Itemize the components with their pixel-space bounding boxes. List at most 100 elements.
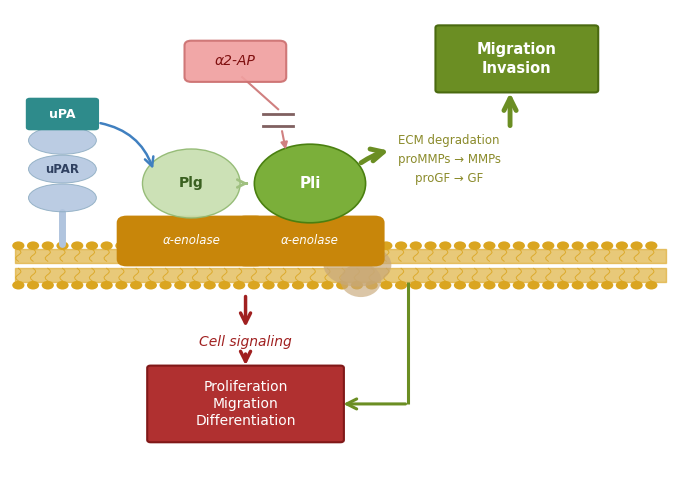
Circle shape [101,241,113,250]
Circle shape [204,281,216,290]
Circle shape [27,281,39,290]
Circle shape [439,281,452,290]
Text: Differentiation: Differentiation [195,414,296,428]
Circle shape [542,241,554,250]
Circle shape [513,281,525,290]
Circle shape [189,281,201,290]
Circle shape [277,281,289,290]
Text: Invasion: Invasion [482,61,552,76]
Circle shape [454,281,466,290]
Circle shape [42,281,54,290]
Circle shape [645,281,657,290]
Circle shape [219,241,231,250]
Circle shape [115,241,127,250]
Circle shape [321,241,334,250]
Text: proGF → GF: proGF → GF [415,172,483,185]
Circle shape [395,281,407,290]
Text: Migration: Migration [212,397,279,411]
Circle shape [233,241,245,250]
Circle shape [631,281,643,290]
Circle shape [469,241,481,250]
Circle shape [395,241,407,250]
Circle shape [248,281,260,290]
Circle shape [277,241,289,250]
Circle shape [616,281,628,290]
Circle shape [86,241,98,250]
Circle shape [586,281,599,290]
Text: α-enolase: α-enolase [281,235,339,247]
Ellipse shape [340,264,381,297]
Circle shape [336,281,348,290]
Text: Proliferation: Proliferation [204,380,288,394]
Ellipse shape [29,184,96,212]
Circle shape [351,241,363,250]
Circle shape [484,241,496,250]
Circle shape [101,281,113,290]
Circle shape [86,281,98,290]
FancyBboxPatch shape [116,215,266,267]
Circle shape [292,241,304,250]
Text: uPAR: uPAR [46,162,80,175]
Ellipse shape [29,126,96,154]
Circle shape [631,241,643,250]
Circle shape [616,241,628,250]
Circle shape [145,281,157,290]
Circle shape [439,241,452,250]
Circle shape [366,241,378,250]
FancyBboxPatch shape [26,98,99,130]
Circle shape [262,281,274,290]
FancyBboxPatch shape [147,366,344,442]
Circle shape [159,241,172,250]
Circle shape [528,281,539,290]
Circle shape [380,241,392,250]
Circle shape [204,241,216,250]
Circle shape [410,281,422,290]
Circle shape [248,241,260,250]
Text: Cell signaling: Cell signaling [199,335,292,348]
Circle shape [27,241,39,250]
Circle shape [189,241,201,250]
Ellipse shape [29,155,96,183]
Text: Pli: Pli [299,176,321,191]
Circle shape [115,281,127,290]
Circle shape [586,241,599,250]
Circle shape [645,241,657,250]
Circle shape [380,281,392,290]
Circle shape [142,149,240,218]
Circle shape [498,281,510,290]
Circle shape [42,241,54,250]
Circle shape [71,281,83,290]
Circle shape [321,281,334,290]
Circle shape [351,281,363,290]
Text: Migration: Migration [477,42,557,57]
Circle shape [542,281,554,290]
Text: α2-AP: α2-AP [215,54,256,68]
FancyBboxPatch shape [185,40,286,82]
Circle shape [159,281,172,290]
Circle shape [12,281,25,290]
Circle shape [557,241,569,250]
Circle shape [513,241,525,250]
Circle shape [424,281,437,290]
Circle shape [557,281,569,290]
Circle shape [233,281,245,290]
Circle shape [57,281,69,290]
Text: uPA: uPA [49,107,76,120]
FancyBboxPatch shape [435,26,598,93]
Circle shape [601,281,614,290]
Text: proMMPs → MMPs: proMMPs → MMPs [398,153,501,166]
Circle shape [498,241,510,250]
Circle shape [130,281,142,290]
Text: ECM degradation: ECM degradation [398,134,500,147]
Circle shape [130,241,142,250]
Text: Plg: Plg [179,176,204,190]
Circle shape [145,241,157,250]
Circle shape [469,281,481,290]
Circle shape [528,241,539,250]
Ellipse shape [323,243,392,286]
Circle shape [57,241,69,250]
Circle shape [71,241,83,250]
Circle shape [174,281,187,290]
Circle shape [306,241,319,250]
Circle shape [174,241,187,250]
